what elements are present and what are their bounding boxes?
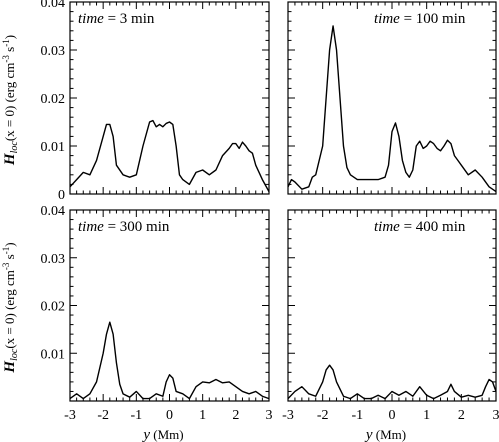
x-axis-unit: (Mm) [150, 427, 184, 442]
annotation-value: = 300 min [104, 219, 170, 235]
annotation-variable: time [374, 11, 400, 27]
annotation-variable: time [78, 11, 104, 27]
x-axis-variable: y [364, 427, 373, 442]
x-tick-label: -1 [351, 408, 363, 423]
y-label-subscript: loc [9, 141, 20, 154]
x-tick-label: 2 [458, 408, 465, 423]
x-tick-label: 2 [232, 408, 239, 423]
y-tick-label: 0.04 [41, 204, 66, 219]
y-label-symbol: H [2, 152, 18, 166]
chart-panel-4: -3 -2 -1 0 1 2 3 time = 400 min [282, 209, 499, 423]
panel-frame [287, 1, 497, 195]
panel-frame [287, 209, 497, 402]
annotation-value: = 3 min [104, 11, 155, 27]
panel-annotation: time = 100 min [374, 11, 466, 27]
series-line [69, 119, 270, 192]
panel-frame [69, 209, 270, 402]
y-tick-label: 0.04 [41, 0, 66, 11]
y-label-close: ) [2, 35, 17, 39]
y-label-exponent: -3 [1, 55, 11, 63]
x-tick-label: 1 [423, 408, 430, 423]
y-label-subscript: loc [9, 348, 20, 361]
y-label-exponent: -1 [1, 247, 11, 255]
x-tick-label: 0 [389, 408, 396, 423]
y-tick-label: 0.03 [41, 44, 66, 59]
y-label-exponent: -3 [1, 262, 11, 270]
series-line [69, 321, 270, 400]
x-tick-label: -2 [317, 408, 329, 423]
annotation-value: = 100 min [400, 11, 466, 27]
x-tick-label: 0 [166, 408, 173, 423]
chart-panel-3: 0.01 0.02 0.03 0.04 -3 -2 -1 0 1 2 3 time = 300 min [41, 204, 273, 423]
y-label-close: ) [2, 242, 17, 246]
y-label-exponent: -1 [1, 39, 11, 47]
x-tick-label: 3 [266, 408, 273, 423]
x-tick-label: -2 [97, 408, 109, 423]
y-label-argument: (x = 0) (erg cm [2, 270, 17, 349]
y-tick-label: 0.02 [41, 92, 66, 107]
y-axis-label: Hloc(x = 0) (erg cm-3 s-1) [1, 242, 20, 373]
panel-frame [69, 1, 270, 195]
x-axis-label: y (Mm) [364, 427, 406, 442]
y-label-unit: s [2, 254, 17, 262]
x-tick-label: 3 [493, 408, 499, 423]
series-line [287, 364, 497, 400]
y-label-symbol: H [2, 360, 18, 374]
x-axis-unit: (Mm) [373, 427, 407, 442]
y-label-unit: s [2, 47, 17, 55]
y-axis-label: Hloc(x = 0) (erg cm-3 s-1) [1, 35, 20, 166]
x-tick-label: -3 [64, 408, 76, 423]
y-tick-label: 0.03 [41, 252, 66, 267]
x-tick-label: -1 [130, 408, 142, 423]
axis-labels-group: y (Mm) y (Mm)Hloc(x = 0) (erg cm-3 s-1)Hl… [1, 35, 406, 442]
y-tick-label: 0.01 [41, 347, 66, 362]
series-line [287, 25, 497, 193]
annotation-value: = 400 min [400, 219, 466, 235]
y-tick-label: 0.02 [41, 300, 66, 315]
chart-panel-2: time = 100 min [287, 1, 497, 195]
x-tick-label: 1 [199, 408, 206, 423]
annotation-variable: time [374, 219, 400, 235]
x-tick-label: -3 [282, 408, 294, 423]
x-axis-variable: y [141, 427, 150, 442]
chart-panel-1: 0 0.01 0.02 0.03 0.04 time = 3 min [41, 0, 270, 203]
y-tick-label: 0.01 [41, 140, 66, 155]
panel-annotation: time = 400 min [374, 219, 466, 235]
panel-annotation: time = 300 min [78, 219, 170, 235]
panel-annotation: time = 3 min [78, 11, 155, 27]
annotation-variable: time [78, 219, 104, 235]
x-axis-label: y (Mm) [141, 427, 183, 442]
y-label-argument: (x = 0) (erg cm [2, 63, 17, 142]
y-tick-label: 0 [58, 188, 65, 203]
